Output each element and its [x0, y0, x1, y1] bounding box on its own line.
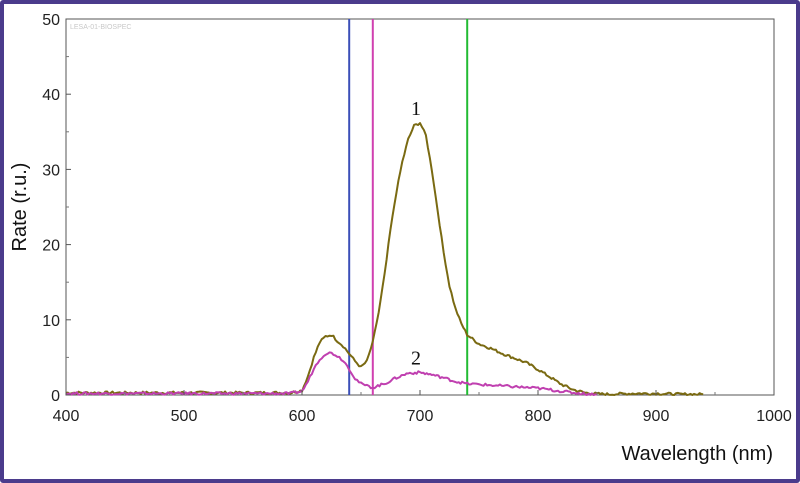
x-tick-label-800: 800 [525, 408, 552, 425]
x-tick-label-700: 700 [407, 408, 434, 425]
series-label-1: 1 [411, 98, 421, 120]
y-tick-label-20: 20 [42, 238, 60, 255]
x-axis-ticks: 400 500 600 700 800 900 1000 [53, 390, 792, 425]
series-labels: 12 [411, 98, 421, 370]
series-label-2: 2 [411, 347, 421, 369]
x-tick-label-400: 400 [53, 408, 80, 425]
x-tick-label-500: 500 [171, 408, 198, 425]
y-tick-label-40: 40 [42, 87, 60, 104]
series-line-2 [65, 351, 598, 396]
y-tick-label-0: 0 [51, 388, 60, 405]
y-tick-label-10: 10 [42, 313, 60, 330]
y-tick-label-30: 30 [42, 162, 60, 179]
x-axis-label: Wavelength (nm) [621, 443, 773, 465]
x-tick-label-1000: 1000 [756, 408, 792, 425]
vertical-lines [348, 19, 469, 395]
y-tick-label-50: 50 [42, 12, 60, 29]
x-tick-label-900: 900 [643, 408, 670, 425]
x-tick-label-600: 600 [289, 408, 316, 425]
y-axis-ticks: 0 10 20 30 40 50 [42, 12, 71, 405]
y-axis-label: Rate (r.u.) [9, 163, 31, 252]
plot-area [65, 18, 775, 396]
watermark-text: LESA-01-BIOSPEC [70, 24, 131, 31]
